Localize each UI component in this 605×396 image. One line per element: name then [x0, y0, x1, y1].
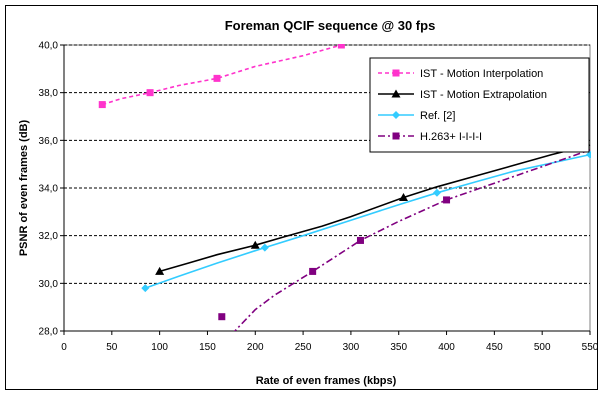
y-tick-label: 40,0: [39, 41, 59, 52]
series-group: [98, 44, 591, 331]
x-tick-label: 450: [486, 342, 503, 353]
x-tick-label: 500: [534, 342, 551, 353]
data-point-marker: [260, 243, 269, 252]
y-tick-label: 28,0: [39, 327, 59, 338]
legend-label: Ref. [2]: [420, 110, 455, 122]
legend-swatch-marker: [391, 89, 401, 98]
data-point-marker: [337, 44, 345, 49]
legend-swatch-marker: [392, 111, 400, 119]
data-point-marker: [443, 196, 451, 204]
data-point-marker: [432, 188, 441, 197]
data-point-marker: [399, 193, 409, 202]
data-point-marker: [309, 267, 317, 275]
chart-title: Foreman QCIF sequence @ 30 fps: [225, 18, 436, 33]
x-tick-label: 250: [295, 342, 312, 353]
series-1: [98, 44, 345, 109]
y-tick-label: 36,0: [39, 136, 59, 147]
series-line: [145, 153, 591, 289]
y-tick-label: 38,0: [39, 88, 59, 99]
series-line: [159, 144, 591, 273]
y-tick-label: 34,0: [39, 184, 59, 195]
legend-swatch-marker: [392, 69, 400, 77]
x-tick-label: 400: [438, 342, 455, 353]
y-tick-label: 32,0: [39, 231, 59, 242]
x-tick-label: 150: [199, 342, 216, 353]
data-point-marker: [213, 74, 221, 82]
legend: IST - Motion Interpolation IST - Motion E…: [369, 57, 590, 153]
x-tick-label: 200: [247, 342, 264, 353]
x-tick-label: 350: [390, 342, 407, 353]
x-axis-label: Rate of even frames (kbps): [256, 375, 397, 387]
x-tick-label: 550: [582, 342, 599, 353]
data-point-marker: [356, 236, 364, 244]
series-2: [155, 144, 591, 275]
data-point-marker: [98, 101, 106, 109]
x-tick-label: 50: [106, 342, 118, 353]
series-4: [218, 149, 591, 331]
data-point-marker: [146, 89, 154, 97]
x-tick-label: 100: [151, 342, 168, 353]
y-axis-label: PSNR of even frames (dB): [18, 120, 30, 257]
series-line: [233, 149, 591, 331]
data-point-marker: [250, 240, 260, 249]
series-line: [102, 44, 342, 106]
x-tick-label: 300: [343, 342, 360, 353]
data-point-marker: [155, 266, 165, 275]
legend-label: H.263+ I-I-I-I: [420, 131, 482, 143]
axes: 28,0 30,0 32,0 34,0 36,0 38,0 40,0 0 50 100 150 200…: [39, 41, 599, 354]
data-point-marker: [141, 284, 150, 293]
legend-swatch-marker: [392, 132, 400, 140]
legend-label: IST - Motion Extrapolation: [420, 89, 547, 101]
x-tick-label: 0: [61, 342, 67, 353]
y-tick-label: 30,0: [39, 279, 59, 290]
legend-label: IST - Motion Interpolation: [420, 68, 543, 80]
data-point-marker: [218, 313, 226, 321]
series-3: [141, 150, 591, 293]
data-point-marker: [586, 150, 591, 159]
